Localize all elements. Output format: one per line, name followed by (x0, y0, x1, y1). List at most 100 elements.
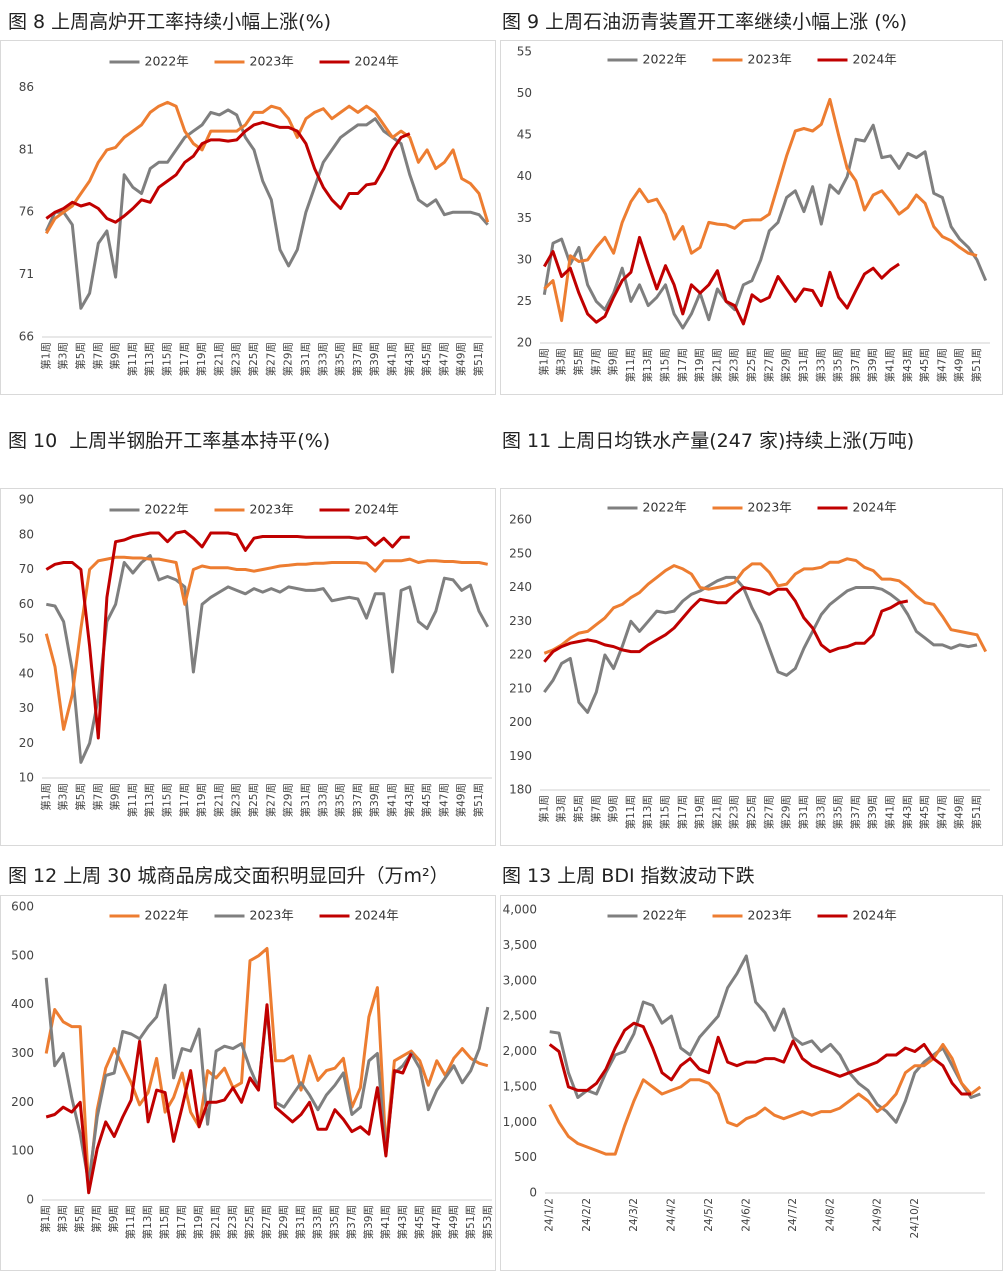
x-tick-label: 第23周 (728, 795, 741, 829)
x-tick-label: 第3周 (57, 783, 70, 811)
x-tick-label: 第17周 (676, 795, 689, 829)
y-tick-label: 1,000 (503, 1115, 537, 1129)
x-tick-label: 第33周 (311, 1205, 324, 1239)
x-tick-label: 第15周 (160, 783, 173, 817)
x-tick-label: 第49周 (953, 348, 966, 382)
x-tick-label: 第37周 (351, 342, 364, 376)
y-tick-label: 210 (509, 681, 532, 695)
x-tick-label: 第7周 (91, 783, 104, 811)
x-tick-label: 第41周 (883, 795, 896, 829)
x-tick-label: 第11周 (124, 1205, 137, 1239)
legend-label: 2024年 (853, 52, 897, 67)
x-tick-label: 第35周 (334, 342, 347, 376)
legend-label: 2024年 (355, 502, 399, 517)
x-tick-label: 第39周 (866, 348, 879, 382)
x-tick-label: 第31周 (797, 348, 810, 382)
x-tick-label: 第21周 (710, 348, 723, 382)
x-tick-label: 第35周 (832, 795, 845, 829)
x-tick-label: 第13周 (641, 348, 654, 382)
y-tick-label: 40 (517, 169, 532, 183)
x-tick-label: 第7周 (589, 348, 602, 376)
x-tick-label: 第15周 (658, 795, 671, 829)
y-tick-label: 240 (509, 580, 532, 594)
y-tick-label: 10 (19, 771, 34, 785)
y-tick-label: 71 (19, 267, 34, 281)
x-tick-label: 第7周 (90, 1205, 103, 1233)
x-tick-label: 第37周 (345, 1205, 358, 1239)
legend-label: 2022年 (145, 54, 189, 69)
x-tick-label: 第51周 (472, 342, 485, 376)
x-tick-label: 第25周 (247, 783, 260, 817)
series-line (44, 555, 489, 731)
x-tick-label: 第1周 (39, 783, 52, 811)
x-tick-label: 第21周 (209, 1205, 222, 1239)
y-tick-label: 500 (11, 948, 34, 962)
x-tick-label: 第41周 (379, 1205, 392, 1239)
x-tick-label: 第45周 (420, 783, 433, 817)
y-tick-label: 260 (509, 513, 532, 527)
x-tick-label: 第27周 (264, 342, 277, 376)
y-tick-label: 50 (517, 86, 532, 100)
x-tick-label: 第51周 (970, 348, 983, 382)
x-tick-label: 24/8/2 (825, 1198, 837, 1232)
x-tick-label: 第45周 (918, 348, 931, 382)
legend-label: 2024年 (853, 500, 897, 515)
chart-panel: 图 9 上周石油沥青装置开工率继续小幅上涨 (%) 20 25 30 35 40 45 50 5… (500, 11, 1003, 395)
y-tick-label: 500 (514, 1150, 537, 1164)
x-tick-label: 第33周 (316, 342, 329, 376)
series-line (543, 235, 900, 326)
y-tick-label: 1,500 (503, 1079, 537, 1093)
x-tick-label: 第33周 (814, 348, 827, 382)
series-line (548, 1021, 971, 1096)
y-tick-label: 250 (509, 546, 532, 560)
x-tick-label: 第31周 (294, 1205, 307, 1239)
series-line (543, 97, 978, 323)
x-tick-label: 第29周 (277, 1205, 290, 1239)
x-tick-label: 第9周 (109, 783, 122, 811)
legend-label: 2022年 (643, 52, 687, 67)
x-tick-label: 第25周 (745, 795, 758, 829)
x-tick-label: 第35周 (832, 348, 845, 382)
x-tick-label: 第3周 (555, 348, 568, 376)
y-tick-label: 600 (11, 900, 34, 914)
legend-label: 2022年 (643, 500, 687, 515)
x-tick-label: 第11周 (126, 783, 139, 817)
x-tick-label: 24/6/2 (740, 1198, 752, 1232)
x-tick-label: 第47周 (430, 1205, 443, 1239)
y-tick-label: 2,500 (503, 1009, 537, 1023)
chart-title: 图 8 上周高炉开工率持续小幅上涨(%) (8, 11, 331, 33)
x-tick-label: 第47周 (935, 348, 948, 382)
y-tick-label: 40 (19, 666, 34, 680)
x-tick-label: 第23周 (728, 348, 741, 382)
y-tick-label: 200 (11, 1095, 34, 1109)
x-tick-label: 第5周 (73, 1205, 86, 1233)
x-tick-label: 第5周 (74, 342, 87, 370)
panel-frame (0, 488, 496, 846)
x-tick-label: 24/7/2 (787, 1198, 799, 1232)
y-tick-label: 25 (517, 294, 532, 308)
x-tick-label: 第21周 (710, 795, 723, 829)
legend-label: 2024年 (355, 54, 399, 69)
x-tick-label: 第27周 (264, 783, 277, 817)
x-tick-label: 第41周 (385, 342, 398, 376)
x-tick-label: 第11周 (624, 348, 637, 382)
chart-panel: 图 11 上周日均铁水产量(247 家)持续上涨(万吨) 180 190 200 210… (500, 430, 1003, 846)
y-tick-label: 81 (19, 142, 34, 156)
x-tick-label: 第9周 (607, 348, 620, 376)
x-tick-label: 第31周 (299, 342, 312, 376)
y-tick-label: 86 (19, 80, 34, 94)
x-tick-label: 第35周 (328, 1205, 341, 1239)
chart-title: 图 10 上周半钢胎开工率基本持平(%) (8, 430, 330, 452)
x-tick-label: 第23周 (230, 342, 243, 376)
x-tick-label: 第19周 (693, 348, 706, 382)
x-tick-label: 第11周 (126, 342, 139, 376)
legend-label: 2022年 (643, 908, 687, 923)
x-tick-label: 第7周 (589, 795, 602, 823)
y-tick-label: 76 (19, 205, 34, 219)
series-line (45, 120, 411, 224)
series-line (45, 529, 410, 740)
y-tick-label: 20 (19, 736, 34, 750)
x-tick-label: 第21周 (212, 342, 225, 376)
series-line (542, 123, 988, 330)
series-line (44, 947, 489, 1192)
